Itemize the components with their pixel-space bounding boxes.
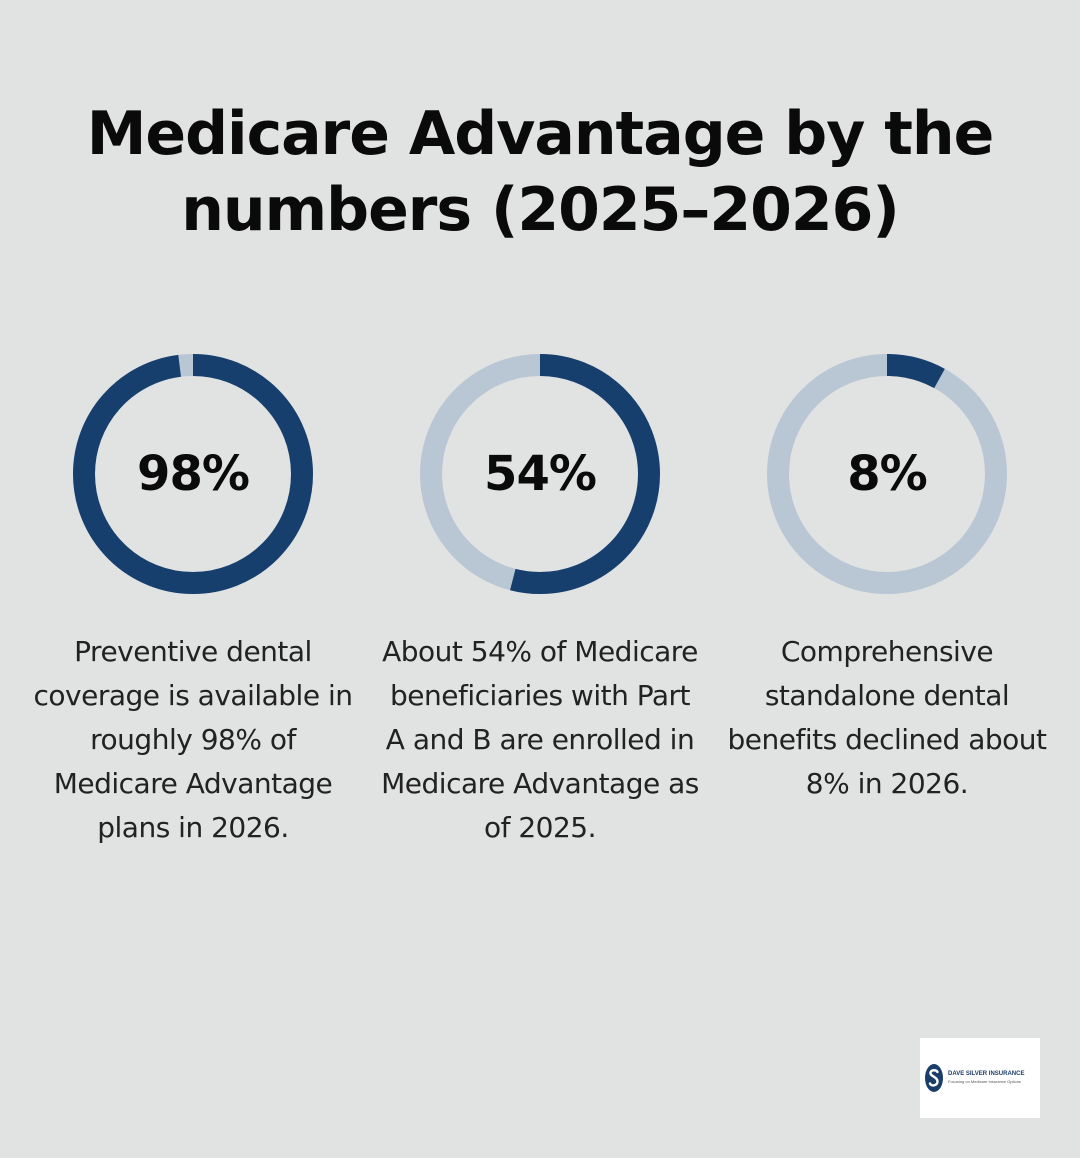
donut-chart: 8%: [765, 352, 1009, 596]
ring-fill: [420, 354, 660, 594]
ring-fill: [767, 354, 1007, 594]
stat-standalone-dental: 8% Comprehensive standalone dental benef…: [727, 352, 1047, 806]
stat-value: 8%: [847, 446, 928, 502]
donut-chart: 54%: [418, 352, 662, 596]
logo-s-icon: [925, 1064, 943, 1092]
donut-chart: 98%: [71, 352, 315, 596]
donut-ring: [767, 354, 1007, 594]
company-logo: DAVE SILVER INSURANCE Focusing on Medica…: [920, 1038, 1040, 1118]
stat-value: 98%: [137, 446, 250, 502]
donut-ring: [73, 354, 313, 594]
stat-value: 54%: [484, 446, 597, 502]
logo-name: DAVE SILVER INSURANCE: [948, 1071, 1025, 1077]
stat-preventive-dental: 98% Preventive dental coverage is availa…: [33, 352, 353, 850]
logo-tagline: Focusing on Medicare Insurance Options: [948, 1079, 1021, 1084]
donut-ring: [420, 354, 660, 594]
stat-description: About 54% of Medicare beneficiaries with…: [381, 635, 699, 844]
stat-description: Comprehensive standalone dental benefits…: [727, 635, 1047, 800]
stat-ma-enrollment: 54% About 54% of Medicare beneficiaries …: [380, 352, 700, 850]
page-title: Medicare Advantage by the numbers (2025–…: [86, 99, 995, 245]
stat-description: Preventive dental coverage is available …: [33, 635, 353, 844]
ring-fill: [73, 354, 313, 594]
